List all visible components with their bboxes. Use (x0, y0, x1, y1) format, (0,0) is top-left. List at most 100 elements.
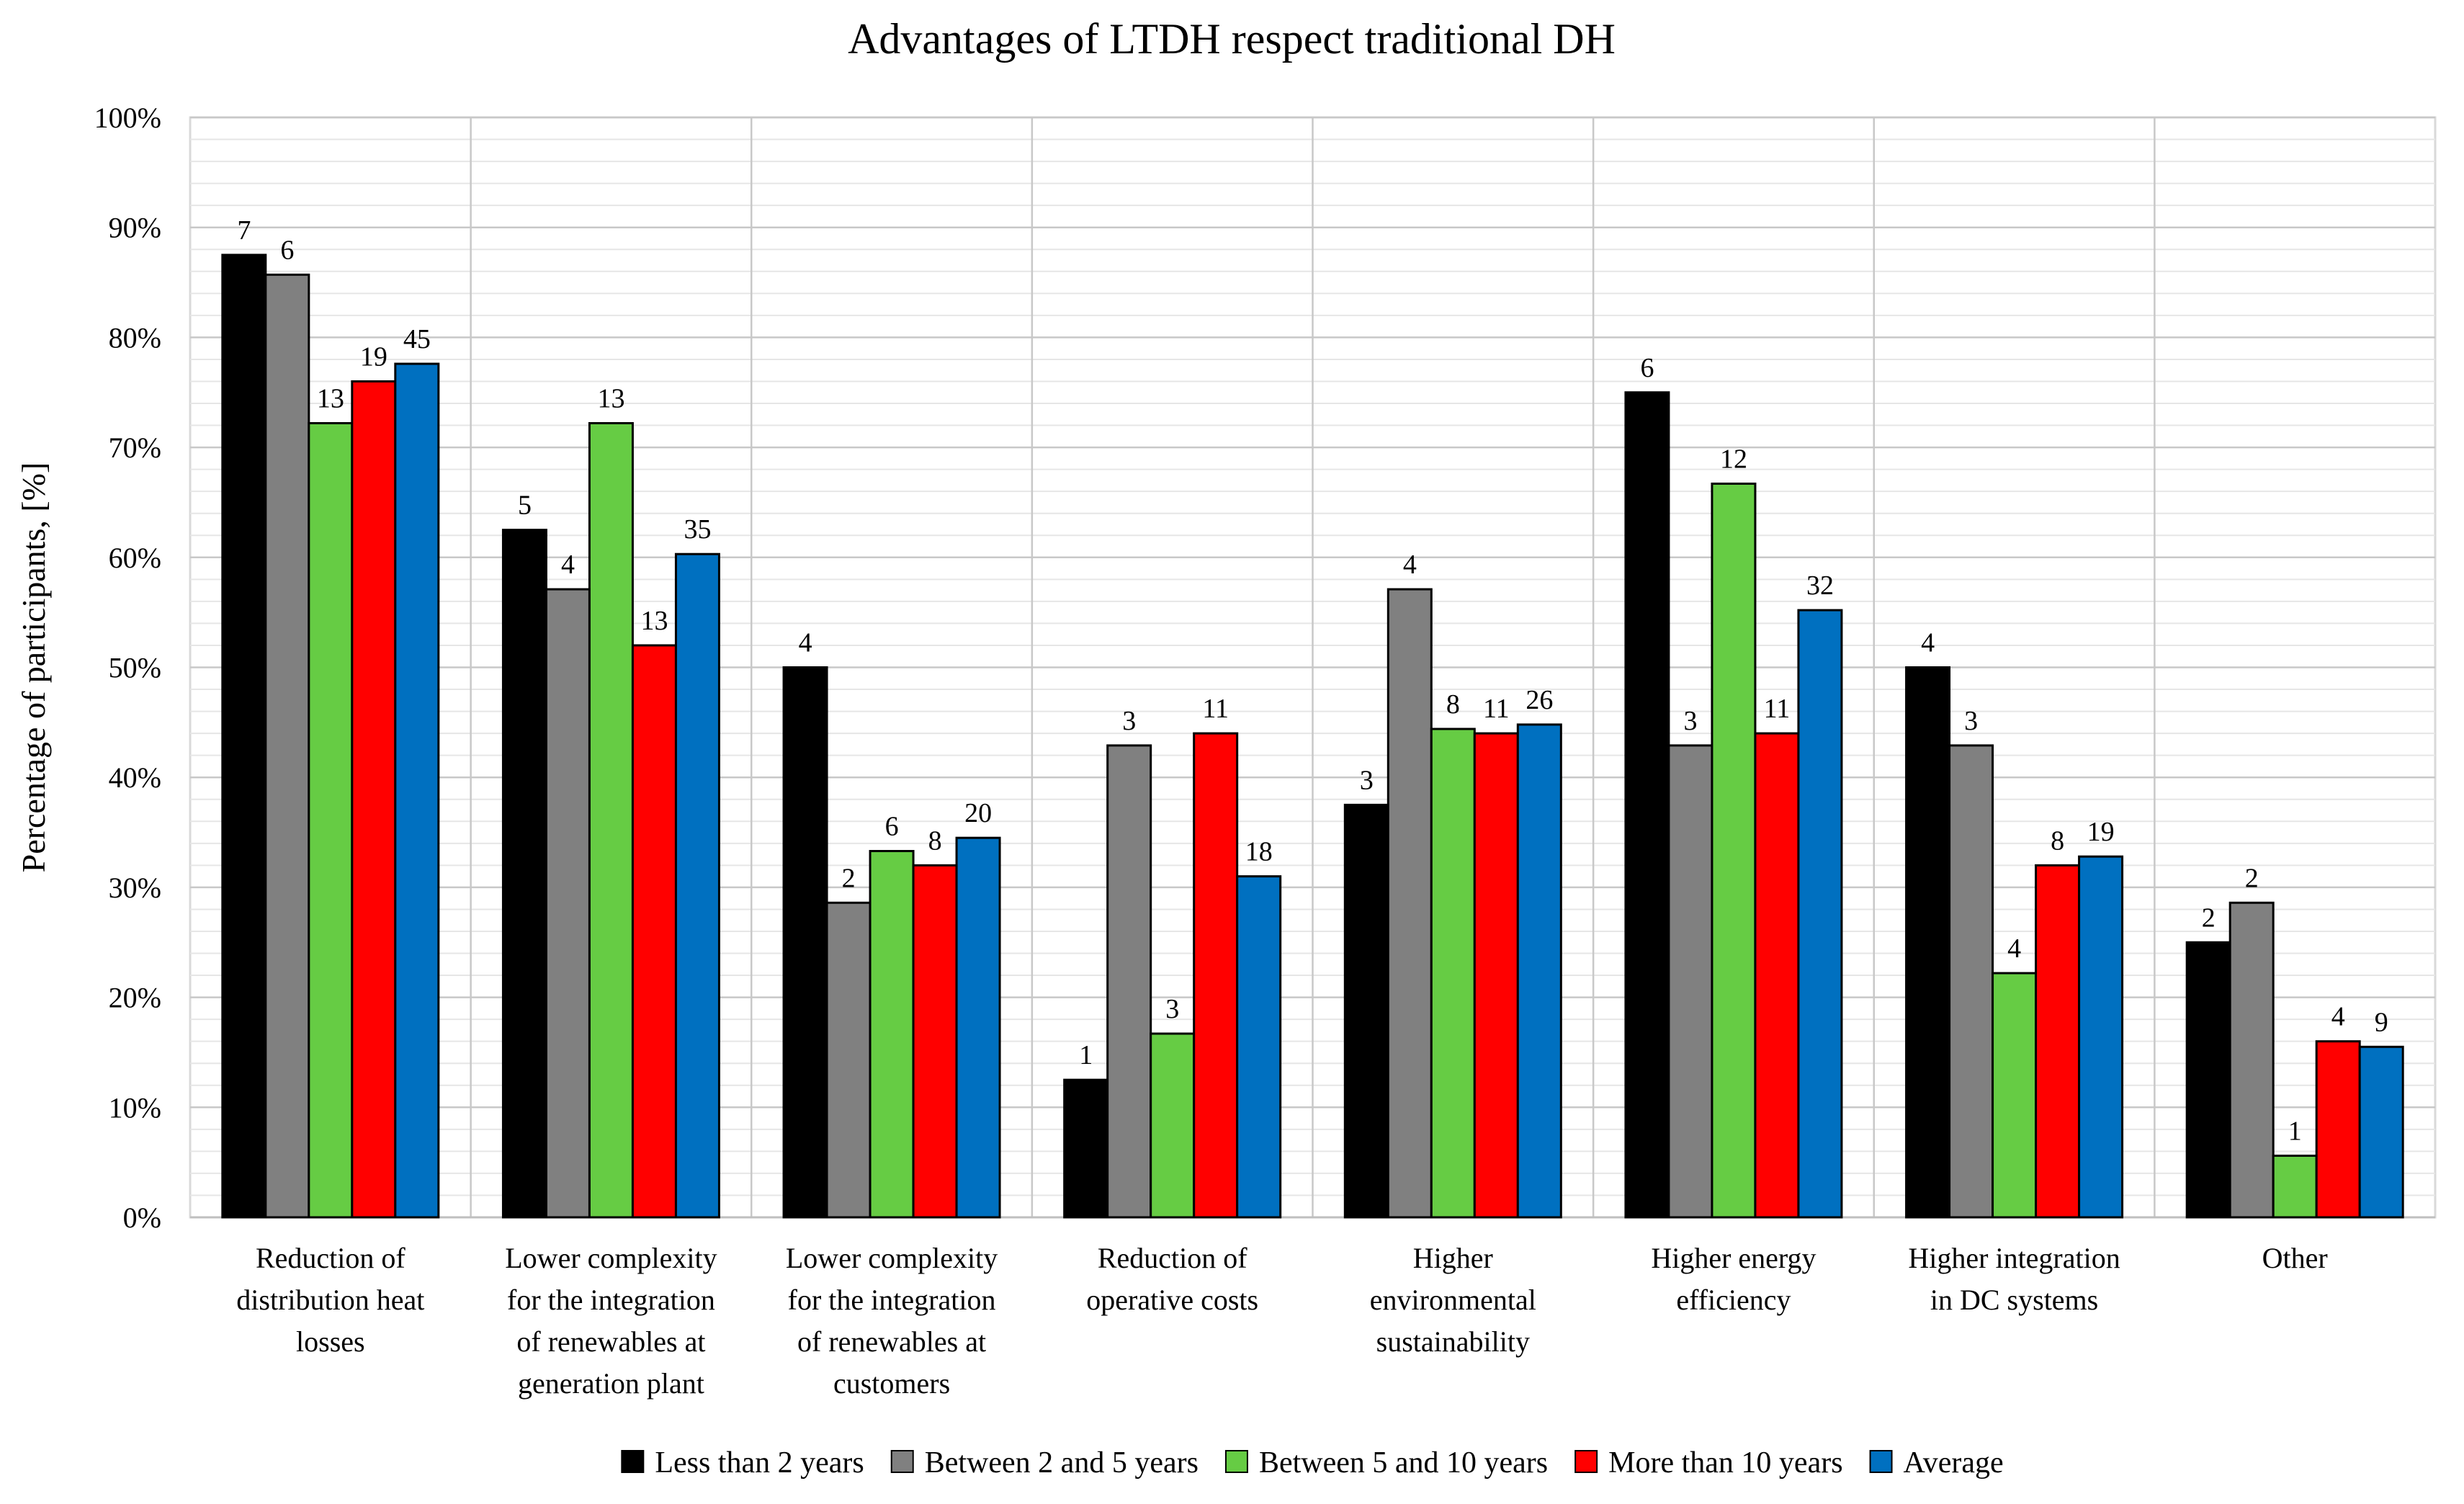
x-category-label: Higher integration in DC systems (1908, 1242, 2120, 1316)
data-label: 3 (1165, 994, 1179, 1024)
legend-swatch (1224, 1450, 1248, 1473)
legend: Less than 2 years Between 2 and 5 years Be… (621, 1446, 2004, 1480)
y-tick-label: 90% (109, 212, 161, 244)
x-category-label: Other (2262, 1242, 2328, 1274)
data-label: 8 (928, 825, 942, 856)
bar (308, 422, 354, 1219)
bar (2035, 864, 2081, 1219)
bar (2315, 1040, 2361, 1219)
data-label: 11 (1764, 694, 1791, 724)
legend-swatch (621, 1450, 645, 1473)
bar (674, 552, 720, 1219)
legend-label: Between 2 and 5 years (925, 1446, 1199, 1480)
bar (221, 254, 267, 1219)
bar (2358, 1045, 2404, 1219)
x-category-label: Reduction of distribution heat losses (236, 1242, 424, 1358)
bar (825, 901, 872, 1219)
legend-swatch (1869, 1450, 1893, 1473)
y-tick-label: 50% (109, 652, 161, 684)
data-label: 13 (597, 384, 624, 414)
data-label: 45 (403, 324, 431, 354)
data-label: 12 (1720, 444, 1747, 474)
bar (912, 864, 958, 1219)
y-tick-label: 70% (109, 431, 161, 464)
data-label: 19 (360, 341, 387, 372)
bar (1992, 972, 2038, 1219)
bar (631, 644, 677, 1219)
y-tick-label: 20% (109, 982, 161, 1014)
y-tick-label: 80% (109, 321, 161, 354)
data-label: 6 (280, 235, 294, 265)
data-label: 26 (1526, 685, 1553, 715)
bar (545, 588, 591, 1219)
data-label: 4 (2007, 934, 2021, 964)
data-label: 4 (561, 550, 575, 580)
bar (1106, 744, 1152, 1219)
bar (1063, 1078, 1109, 1219)
bar (1473, 732, 1519, 1219)
data-label: 13 (317, 384, 344, 414)
x-category-label: Lower complexity for the integration of re… (786, 1242, 998, 1400)
bar (394, 362, 440, 1219)
bar (1948, 744, 1994, 1219)
bar (264, 273, 310, 1219)
data-label: 13 (640, 606, 668, 636)
y-tick-label: 100% (94, 102, 161, 134)
data-label: 7 (237, 215, 251, 246)
bar (501, 529, 547, 1219)
x-category-label: Higher energy efficiency (1651, 1242, 1816, 1316)
data-label: 19 (2087, 817, 2115, 847)
bar (1150, 1032, 1196, 1219)
data-label: 6 (885, 812, 899, 842)
bar (588, 422, 634, 1219)
legend-label: Average (1904, 1446, 2004, 1480)
x-category-label: Higher environmental sustainability (1370, 1242, 1536, 1358)
bar (869, 850, 915, 1219)
data-label: 3 (1683, 706, 1697, 736)
bar (1624, 391, 1670, 1219)
bar (2228, 901, 2275, 1219)
bar (2272, 1154, 2318, 1219)
bar (1667, 744, 1713, 1219)
bar (351, 380, 397, 1219)
data-label: 3 (1964, 706, 1978, 736)
data-label: 11 (1483, 694, 1510, 724)
bar (1797, 609, 1843, 1219)
bar (1343, 803, 1389, 1219)
legend-label: More than 10 years (1608, 1446, 1842, 1480)
data-label: 35 (684, 514, 711, 545)
bar (1193, 732, 1239, 1219)
data-label: 2 (2245, 863, 2259, 893)
data-label: 1 (2288, 1116, 2302, 1146)
bar (1711, 482, 1757, 1219)
y-axis-label: Percentage of participants, [%] (15, 462, 52, 873)
data-label: 3 (1122, 706, 1136, 736)
bar (2185, 941, 2231, 1219)
legend-label: Between 5 and 10 years (1259, 1446, 1548, 1480)
bar (1386, 588, 1433, 1219)
data-label: 4 (2331, 1002, 2345, 1032)
y-tick-label: 30% (109, 872, 161, 904)
bar (1236, 875, 1282, 1219)
plot-area: 0%10%20%30%40%50%60%70%80%90%100%7613194… (94, 102, 2437, 1400)
data-label: 4 (1403, 550, 1417, 580)
y-tick-label: 60% (109, 542, 161, 574)
data-label: 8 (1446, 689, 1460, 720)
data-label: 18 (1245, 837, 1273, 867)
x-category-label: Lower complexity for the integration of re… (505, 1242, 717, 1400)
data-label: 6 (1640, 353, 1654, 383)
bar (1905, 666, 1951, 1219)
legend-label: Less than 2 years (655, 1446, 864, 1480)
chart-title: Advantages of LTDH respect traditional D… (848, 15, 1616, 63)
bar (2078, 855, 2124, 1219)
data-label: 4 (799, 628, 812, 658)
data-label: 9 (2375, 1007, 2388, 1037)
legend-swatch (890, 1450, 914, 1473)
data-label: 3 (1360, 765, 1374, 795)
data-label: 2 (842, 863, 856, 893)
data-label: 32 (1806, 570, 1834, 601)
data-label: 1 (1079, 1040, 1093, 1070)
data-label: 2 (2202, 903, 2216, 933)
